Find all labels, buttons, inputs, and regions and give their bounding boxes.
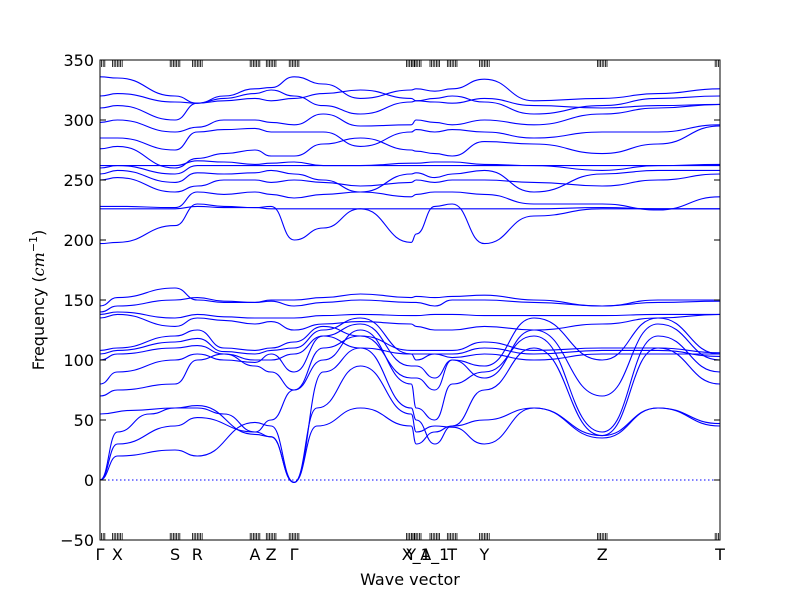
y-ticks: −50 0 50 100 150 200 250 300 350 (60, 51, 720, 550)
y-axis-label: Frequency (cm−1) (27, 230, 48, 371)
y-tick-label: 200 (63, 231, 94, 250)
y-tick-label: 300 (63, 111, 94, 130)
band-line-29 (99, 76, 721, 104)
band-line-11 (99, 317, 721, 357)
band-line-13 (99, 313, 721, 331)
band-line-21 (99, 169, 720, 193)
x-ticks: Γ X S R A Z Γ YX_1A_1T Y Z T (96, 60, 725, 565)
x-tick-label: R (192, 545, 203, 564)
band-line-18 (100, 205, 720, 210)
x-tick-label: Γ (290, 545, 299, 564)
band-line-14 (99, 311, 720, 319)
x-tick-label: Z (597, 545, 608, 564)
x-axis-label: Wave vector (360, 570, 460, 589)
y-tick-label: −50 (60, 531, 94, 550)
band-lines (99, 76, 721, 483)
band-line-23 (100, 160, 721, 171)
band-line-9 (99, 317, 721, 385)
band-line-25 (100, 124, 721, 151)
x-tick-label: Y (405, 545, 416, 564)
band-line-24 (99, 125, 721, 169)
y-tick-label: 350 (63, 51, 94, 70)
y-tick-label: 0 (84, 471, 94, 490)
x-tick-label: S (170, 545, 180, 564)
band-line-5 (293, 365, 721, 483)
band-line-12 (99, 325, 721, 354)
band-line-3 (99, 421, 295, 483)
band-line-17 (99, 203, 720, 245)
band-line-6 (293, 347, 721, 483)
y-tick-label: 100 (63, 351, 94, 370)
x-tick-label: A (250, 545, 261, 564)
band-line-16 (99, 287, 720, 307)
y-tick-label: 250 (63, 171, 94, 190)
x-tick-label: X (112, 545, 123, 564)
band-line-20 (99, 173, 721, 193)
x-tick-label: Y (479, 545, 490, 564)
x-tick-label: Z (266, 545, 277, 564)
band-line-8 (99, 323, 721, 397)
x-tick-label: X_1 (402, 545, 431, 565)
plot-area: Γ X S R A Z Γ YX_1A_1T Y Z T −50050100150200250300… (60, 51, 725, 565)
y-tick-label: 150 (63, 291, 94, 310)
band-line-26 (99, 103, 721, 133)
band-line-15 (99, 297, 721, 313)
x-tick-label: Γ (96, 545, 105, 564)
y-tick-label: 50 (74, 411, 94, 430)
x-tick-label: T (714, 545, 725, 564)
band-line-2 (99, 417, 295, 483)
band-line-10 (99, 335, 720, 361)
band-line-7 (99, 329, 721, 433)
x-tick-label: A_1 (420, 545, 449, 565)
x-tick-label: T (446, 545, 457, 564)
